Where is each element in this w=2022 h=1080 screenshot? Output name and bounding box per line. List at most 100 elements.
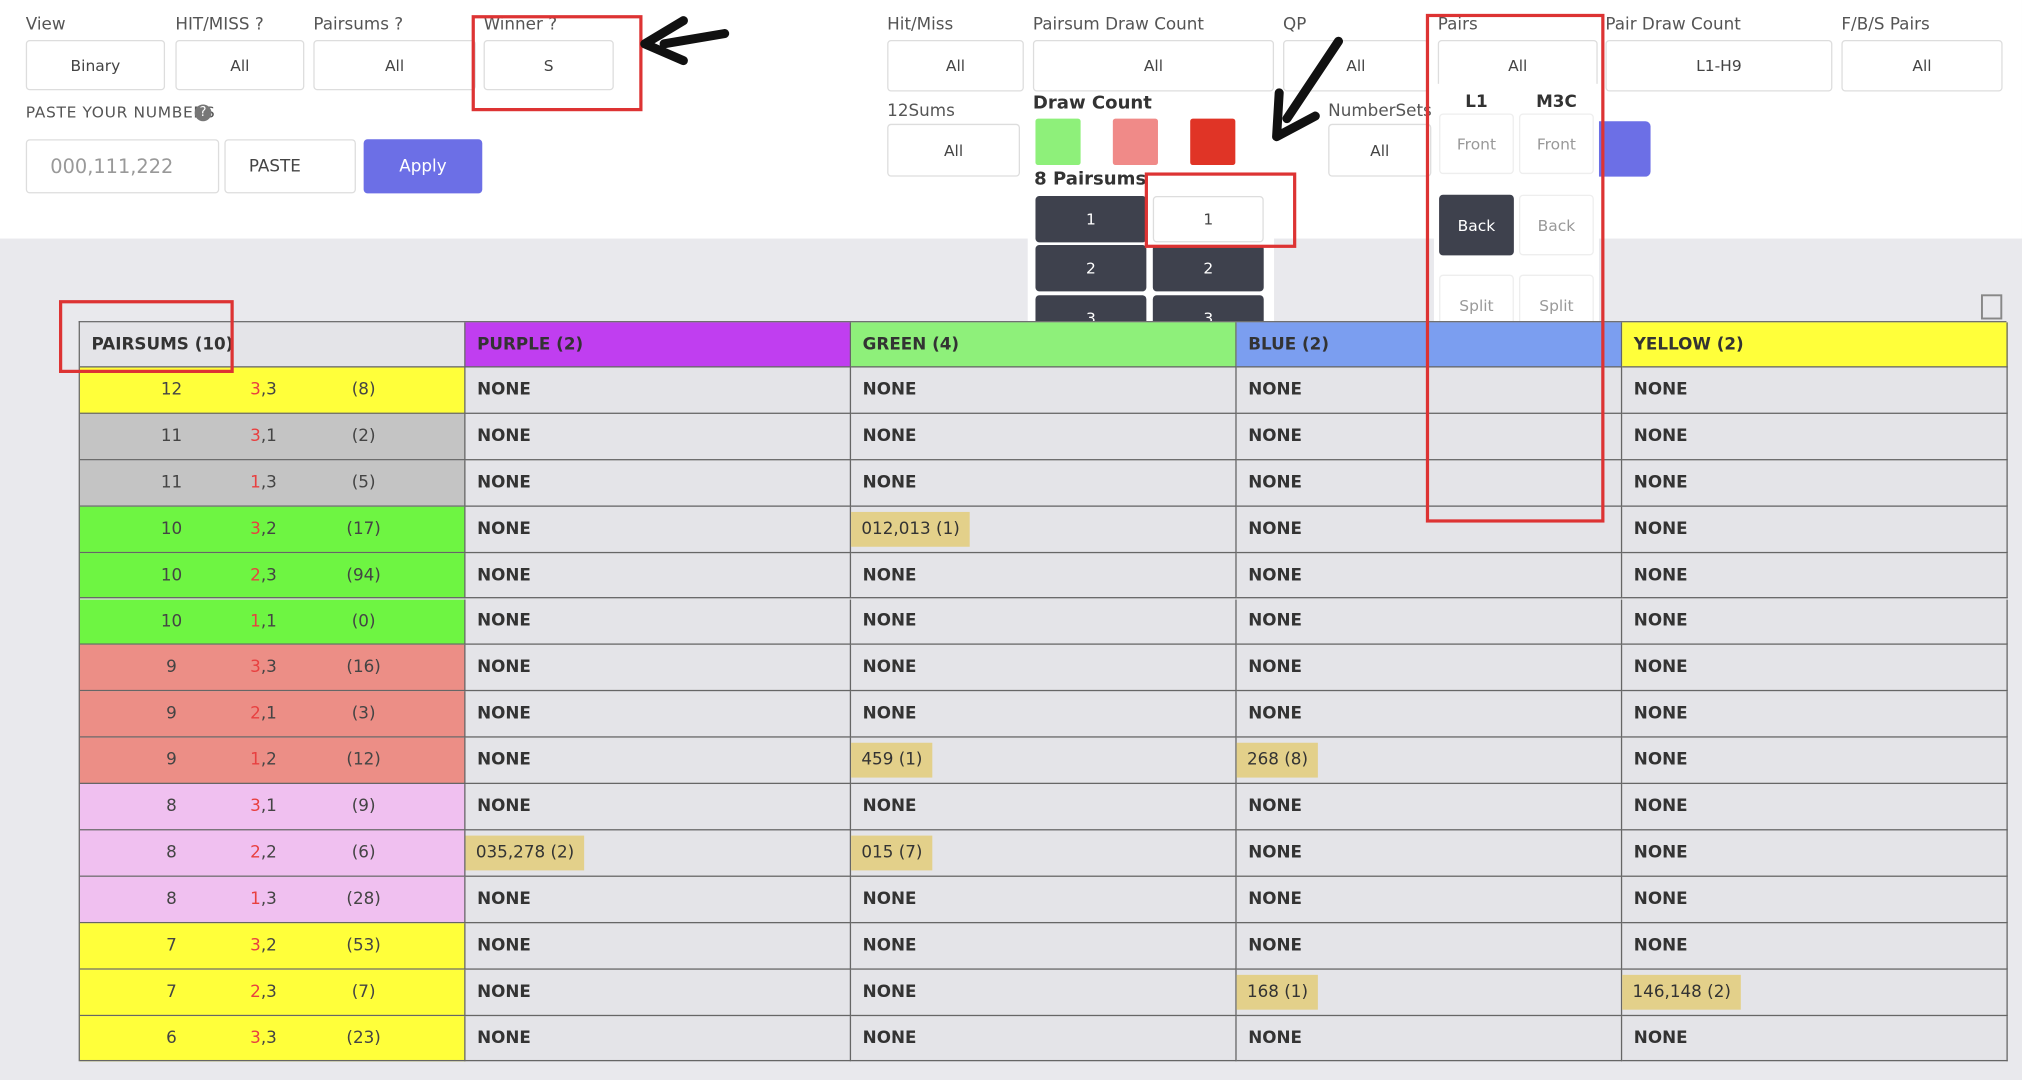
pairsum-cell: 7 2,3 (7) — [79, 969, 466, 1016]
table-cell: NONE — [1236, 645, 1623, 692]
pair-rest: ,1 — [260, 611, 277, 632]
cell-text: NONE — [1248, 565, 1303, 585]
table-cell: NONE — [1236, 413, 1623, 461]
pair-rest: ,2 — [260, 843, 277, 863]
cell-text: NONE — [1633, 704, 1688, 724]
count: (5) — [351, 472, 376, 493]
table-cell: NONE — [1236, 367, 1623, 414]
column-header: PURPLE (2) — [465, 322, 852, 368]
cell-text: NONE — [477, 658, 531, 678]
table-cell: NONE — [465, 645, 852, 692]
pair: 3,1 — [250, 797, 277, 816]
color-swatch[interactable] — [1190, 118, 1236, 166]
apply-button[interactable]: Apply — [363, 139, 483, 194]
table-cell: NONE — [1622, 367, 2008, 414]
pair-rest: ,3 — [260, 1028, 277, 1048]
filter-select[interactable]: All — [887, 39, 1024, 92]
table-cell: 268 (8) — [1236, 737, 1623, 785]
table-cell: 146,148 (2) — [1622, 969, 2008, 1016]
filter-select[interactable]: L1-H9 — [1605, 39, 1833, 92]
table-cell: NONE — [465, 969, 852, 1016]
pairsum-cell: 10 1,1 (0) — [79, 598, 466, 646]
pairsum-button[interactable]: 1 — [1152, 196, 1264, 243]
filter-label: 12Sums — [887, 101, 955, 122]
pair-first: 3 — [250, 797, 261, 817]
cell-text: NONE — [477, 380, 531, 400]
pair-rest: ,3 — [260, 380, 277, 400]
filter-label: QP — [1283, 15, 1307, 35]
popup-title: 8 Pairsums — [1034, 168, 1147, 190]
table-cell: 459 (1) — [851, 737, 1237, 785]
cell-text: NONE — [1248, 519, 1303, 539]
paste-button[interactable]: PASTE — [224, 139, 356, 194]
cell-text: NONE — [477, 426, 531, 446]
pairsum-button[interactable]: 2 — [1035, 245, 1147, 292]
filter-select[interactable]: All — [1841, 39, 2003, 92]
pair: 2,3 — [250, 982, 277, 1001]
help-icon[interactable]: ? — [194, 104, 212, 122]
pair: 3,3 — [250, 1028, 277, 1047]
table-cell: NONE — [1622, 506, 2008, 553]
cell-text: NONE — [1248, 611, 1303, 632]
filter-label: Pairs — [1437, 15, 1478, 35]
sum: 10 — [160, 565, 183, 585]
pair-first: 3 — [250, 519, 261, 539]
cell-text: NONE — [1248, 426, 1303, 446]
pair-rest: ,3 — [260, 658, 277, 678]
pairsum-cell: 10 2,3 (94) — [79, 552, 466, 599]
filter-label: Pairsum Draw Count — [1032, 15, 1204, 35]
filter-select[interactable]: All — [1328, 123, 1432, 177]
cell-text: NONE — [1633, 380, 1688, 400]
match-value: 012,013 (1) — [851, 511, 971, 547]
filter-select[interactable]: All — [1283, 39, 1429, 92]
copy-icon — [1980, 294, 2003, 320]
sum: 8 — [166, 843, 177, 863]
pair-rest: ,1 — [260, 426, 277, 447]
pair-rest: ,3 — [260, 982, 277, 1002]
table-cell: NONE — [1236, 598, 1623, 646]
pair-option[interactable]: Back — [1439, 194, 1514, 256]
filter-select[interactable]: All — [175, 39, 305, 91]
color-swatch[interactable] — [1112, 118, 1158, 166]
pair-option[interactable]: Front — [1439, 113, 1514, 175]
color-swatch[interactable] — [1035, 118, 1081, 166]
table-cell: NONE — [1622, 691, 2008, 738]
popup-title: Draw Count — [1032, 92, 1152, 114]
table-cell: NONE — [851, 413, 1237, 461]
column-header: PAIRSUMS (10) — [79, 322, 466, 368]
numbers-input[interactable]: 000,111,222 — [25, 139, 220, 194]
cell-text: NONE — [862, 472, 917, 493]
pairsum-cell: 8 3,1 (9) — [79, 784, 466, 831]
data-table: PAIRSUMS (10) PURPLE (2) GREEN (4) BLUE (2)… — [78, 321, 2008, 1062]
cell-text: NONE — [1248, 472, 1303, 493]
cell-text: NONE — [1633, 796, 1688, 817]
cell-text: NONE — [862, 704, 917, 724]
pair-first: 3 — [250, 1028, 261, 1048]
table-cell: NONE — [1622, 645, 2008, 692]
pairsum-button[interactable]: 1 — [1035, 196, 1147, 243]
filter-label: Pair Draw Count — [1605, 15, 1741, 35]
filter-select[interactable]: All — [887, 123, 1020, 177]
pairsum-cell: 8 2,2 (6) — [79, 830, 466, 877]
pair: 1,3 — [250, 473, 277, 492]
sum: 10 — [160, 519, 183, 539]
table-cell: NONE — [851, 969, 1237, 1016]
cell-text: NONE — [1633, 843, 1688, 863]
pairsum-cell: 9 2,1 (3) — [79, 691, 466, 738]
cell-text: NONE — [1248, 1028, 1303, 1048]
cell-text: NONE — [862, 982, 917, 1002]
filter-select[interactable]: All — [1032, 39, 1275, 92]
filter-select[interactable]: All — [313, 39, 476, 91]
filter-select[interactable]: S — [483, 39, 614, 91]
table-cell: NONE — [851, 598, 1237, 646]
pair-option[interactable]: Back — [1519, 194, 1594, 256]
table-cell: NONE — [851, 552, 1237, 599]
pair-rest: ,2 — [260, 935, 277, 956]
pair: 2,2 — [250, 843, 277, 862]
filter-select[interactable]: Binary — [25, 39, 166, 91]
cell-text: NONE — [1633, 935, 1688, 956]
match-value: 015 (7) — [851, 835, 933, 871]
pairsum-button[interactable]: 2 — [1152, 245, 1264, 292]
pair-option[interactable]: Front — [1519, 113, 1594, 175]
